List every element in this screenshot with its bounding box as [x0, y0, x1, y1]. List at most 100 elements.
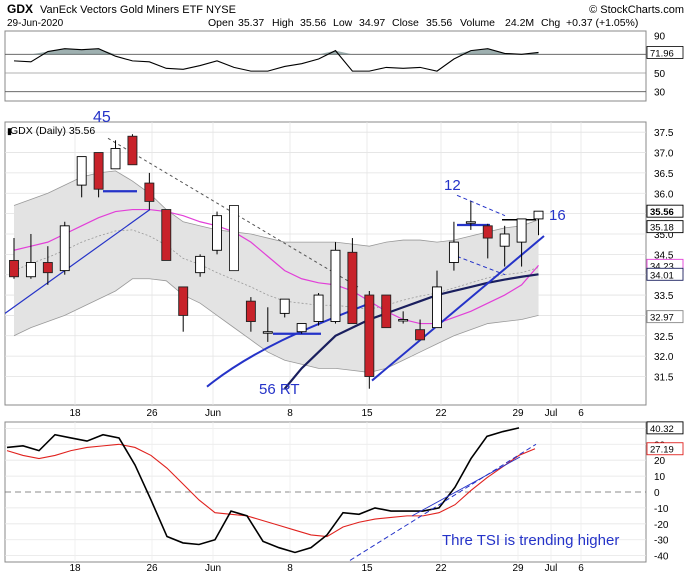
- price-right-label-box: [646, 220, 684, 234]
- indicator-line: [13, 48, 539, 72]
- price-right-label: 34.01: [650, 270, 674, 281]
- tsi-tick-label: -20: [654, 520, 669, 531]
- price-right-label-box: [646, 310, 684, 324]
- price-tick-label: 37.0: [654, 149, 674, 160]
- tsi-layer: 403020100-10-20-30-401826Jun8152229Jul64…: [5, 421, 684, 572]
- indicator-panel: [4, 30, 647, 102]
- price-x-tick-label: 22: [435, 408, 447, 419]
- price-tick-label: 34.5: [654, 250, 674, 261]
- candle-body: [448, 241, 459, 263]
- volume-value: 24.2M: [505, 17, 534, 29]
- price-x-tick-label: 26: [146, 408, 158, 419]
- open-label: Open: [208, 17, 234, 29]
- open-value: 35.37: [238, 17, 264, 29]
- candle-body: [398, 319, 409, 322]
- candle-body: [245, 300, 256, 322]
- uptrend-line-2: [371, 235, 545, 382]
- tsi-tick-label: -10: [654, 504, 669, 515]
- uptrend-line-1: [4, 209, 151, 314]
- candle-body: [313, 294, 324, 322]
- price-x-tick-label: Jun: [205, 408, 221, 419]
- chg-label: Chg: [541, 17, 560, 29]
- tsi-right-label-box: [646, 421, 684, 435]
- volume-label: Volume: [460, 17, 495, 29]
- indicator-last-value-box: [646, 46, 684, 59]
- candle-body: [161, 209, 172, 261]
- candle-body: [212, 215, 222, 251]
- price-right-label: 35.18: [650, 223, 674, 234]
- indicator-tick-label: 90: [654, 32, 666, 43]
- candle-body: [432, 286, 442, 329]
- price-right-label: 35.56: [650, 207, 674, 218]
- candle-body: [144, 182, 155, 202]
- candle-icon: ▮: [7, 126, 12, 136]
- tsi-x-tick-label: 18: [69, 563, 81, 572]
- candle-body: [516, 218, 527, 243]
- security-name: VanEck Vectors Gold Miners ETF: [40, 4, 203, 16]
- chg-value: +0.37 (+1.05%): [566, 17, 638, 29]
- tsi-x-tick-label: 26: [146, 563, 158, 572]
- candle-body: [178, 286, 189, 316]
- copyright: © StockCharts.com: [589, 4, 684, 16]
- annotation-56-rt: 56 RT: [259, 381, 300, 398]
- candle-body: [330, 249, 341, 322]
- price-tick-label: 36.5: [654, 169, 674, 180]
- price-x-tick-label: 6: [578, 408, 584, 419]
- price-tick-label: 36.0: [654, 189, 674, 200]
- price-right-label-box: [646, 204, 684, 218]
- bollinger-lower: [13, 278, 539, 373]
- tsi-x-tick-label: 15: [361, 563, 373, 572]
- indicator-tick-label: 30: [654, 88, 666, 99]
- tsi-x-tick-label: 22: [435, 563, 447, 572]
- ma-20-line: [13, 208, 539, 325]
- flag-lower-line: [456, 255, 506, 276]
- tsi-line: [6, 427, 520, 554]
- candle-body: [9, 259, 19, 278]
- price-tick-label: 32.5: [654, 332, 674, 343]
- candle-body: [262, 331, 273, 334]
- annotation-16: 16: [549, 207, 566, 224]
- bollinger-band-fill: [14, 170, 539, 373]
- tsi-x-tick-label: 29: [512, 563, 524, 572]
- price-tick-label: 35.0: [654, 230, 674, 241]
- tsi-tick-label: 20: [654, 456, 666, 467]
- bollinger-mid: [13, 229, 539, 310]
- candle-body: [499, 233, 510, 247]
- candle-body: [42, 262, 53, 274]
- tsi-annotation: Thre TSI is trending higher: [442, 532, 619, 549]
- price-tick-label: 37.5: [654, 128, 674, 139]
- indicator-tick-label: 50: [654, 69, 666, 80]
- top-indicator-layer: 9070503071.96: [5, 32, 684, 99]
- candle-body: [59, 225, 70, 272]
- tsi-x-tick-label: 8: [287, 563, 293, 572]
- low-label: Low: [333, 17, 353, 29]
- price-layer: 37.537.036.536.035.535.034.534.033.533.0…: [4, 122, 684, 419]
- tsi-x-tick-label: Jun: [205, 563, 221, 572]
- close-value: 35.56: [426, 17, 452, 29]
- candle-body: [415, 329, 426, 341]
- close-label: Close: [392, 17, 419, 29]
- tsi-trendline: [411, 456, 521, 517]
- candle-body: [381, 294, 392, 329]
- price-x-tick-label: 29: [512, 408, 524, 419]
- candle-body: [364, 294, 375, 377]
- exchange: NYSE: [206, 4, 236, 16]
- price-right-label: 32.97: [650, 313, 674, 324]
- tsi-right-label: 27.19: [650, 445, 674, 456]
- high-value: 35.56: [300, 17, 326, 29]
- tsi-tick-label: 0: [654, 488, 660, 499]
- candle-body: [195, 255, 206, 274]
- candle-body: [482, 225, 493, 239]
- price-right-label: 34.23: [650, 261, 674, 272]
- flag-upper-line: [456, 194, 506, 217]
- tsi-right-label-box: [646, 442, 684, 456]
- candle-body: [127, 135, 138, 166]
- price-tick-label: 32.0: [654, 352, 674, 363]
- price-x-tick-label: 18: [69, 408, 81, 419]
- tsi-trendline-dashed: [349, 443, 537, 561]
- candle-body: [279, 298, 290, 314]
- candle-body: [76, 156, 87, 186]
- price-x-tick-label: 15: [361, 408, 373, 419]
- indicator-last-value: 71.96: [650, 48, 674, 59]
